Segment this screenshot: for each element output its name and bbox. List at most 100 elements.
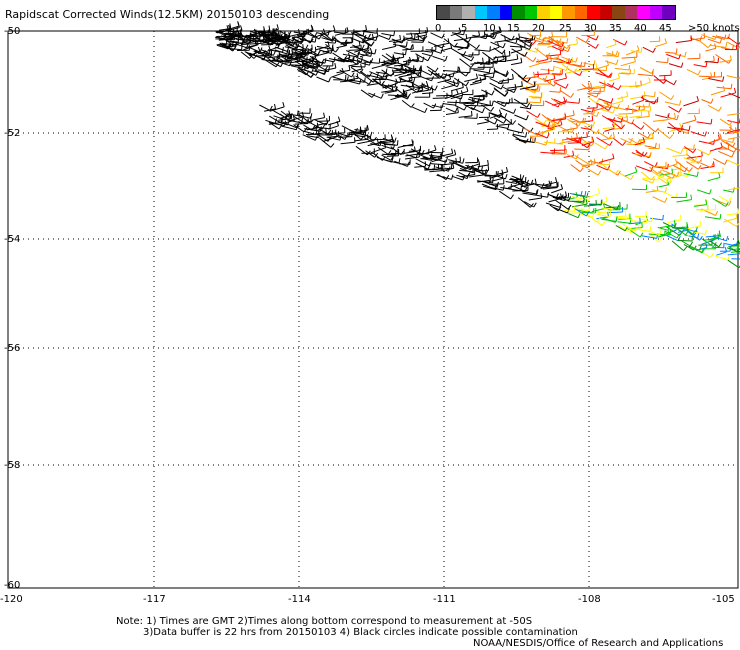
wind-barb (517, 197, 531, 208)
wind-barb-flag (427, 56, 431, 62)
wind-barb (429, 49, 442, 54)
legend-color-swatch (612, 6, 625, 19)
wind-barb-flag (718, 106, 722, 112)
wind-barb (274, 31, 285, 39)
wind-barb-flag (588, 205, 591, 211)
wind-barb (263, 36, 276, 43)
wind-barb (668, 63, 682, 68)
wind-barb-flag (351, 72, 355, 78)
wind-barb-flag (550, 56, 552, 62)
wind-barb-flag (690, 194, 693, 200)
wind-barb-flag (595, 98, 600, 104)
wind-barb (325, 133, 336, 135)
wind-barb (427, 41, 443, 49)
wind-barb-flag (730, 83, 733, 89)
wind-barb (620, 138, 631, 144)
wind-barb (512, 184, 526, 192)
wind-barb (704, 216, 721, 220)
lon-label: -105 (712, 594, 735, 605)
wind-barb-flag (334, 62, 337, 69)
wind-barb-flag (538, 86, 541, 92)
wind-barb-flag (664, 38, 667, 44)
wind-barb-flag (568, 196, 572, 202)
wind-barb (707, 177, 721, 182)
wind-barb (612, 100, 624, 105)
wind-barb (469, 174, 484, 178)
wind-barb (570, 164, 581, 173)
wind-barb (548, 73, 561, 76)
wind-barb (548, 197, 563, 203)
wind-barb (631, 122, 642, 130)
lat-label: -50 (4, 26, 21, 37)
wind-barb-flag (658, 169, 662, 175)
wind-barb-flag (521, 175, 525, 181)
wind-barb-flag (357, 51, 361, 57)
wind-barb-flag (529, 136, 532, 142)
wind-barb-flag (609, 140, 613, 146)
wind-barb-flag (732, 137, 735, 143)
wind-barb (279, 114, 291, 119)
wind-barb-flag (668, 180, 673, 185)
wind-barb-flag (724, 159, 728, 165)
wind-barb-flag (328, 77, 332, 83)
legend-label: 45 (659, 23, 672, 34)
wind-barb-flag (596, 217, 601, 223)
wind-barb (643, 94, 655, 98)
wind-barb (279, 30, 289, 37)
wind-barb (554, 66, 567, 71)
wind-barb (291, 57, 303, 60)
wind-barb (621, 72, 635, 75)
wind-barb (586, 213, 598, 223)
wind-barb-flag (488, 59, 491, 65)
wind-barb-flag (725, 235, 729, 241)
wind-barb (353, 31, 369, 39)
wind-barb-flag (360, 135, 365, 140)
wind-barb (431, 157, 447, 163)
wind-barb (350, 66, 361, 74)
wind-barb (368, 92, 382, 99)
wind-barb (223, 43, 239, 46)
wind-barb (566, 154, 577, 160)
wind-barb (644, 161, 656, 168)
wind-barb (663, 78, 675, 86)
wind-barb-flag (713, 55, 715, 62)
wind-barb (275, 36, 291, 43)
wind-barb-flag (738, 148, 740, 152)
wind-barb-flag (537, 113, 541, 118)
wind-barb (576, 36, 587, 43)
wind-barb (717, 138, 733, 143)
wind-barb-flag (720, 142, 723, 148)
legend-label: 0 (435, 23, 442, 34)
wind-barb (534, 73, 549, 76)
wind-barb-flag (510, 194, 514, 200)
wind-barb-flag (683, 246, 688, 251)
wind-barb (571, 200, 584, 204)
wind-barb (590, 160, 602, 165)
wind-barb (550, 97, 562, 106)
wind-barb (388, 39, 401, 42)
wind-barb (524, 128, 538, 136)
wind-barb-flag (501, 169, 504, 175)
wind-barb-flag (255, 29, 258, 35)
wind-barb-flag (268, 49, 271, 55)
wind-barb (709, 240, 720, 248)
wind-barb-flag (699, 220, 702, 226)
wind-barb (567, 142, 581, 144)
wind-barb (450, 94, 463, 100)
wind-barb (511, 180, 526, 183)
wind-barb (617, 221, 631, 224)
wind-barb (507, 85, 523, 89)
wind-barb (393, 52, 406, 56)
wind-barb (553, 77, 567, 82)
legend-color-swatch (549, 6, 562, 19)
wind-barb-flag (376, 72, 379, 78)
wind-barb (322, 136, 338, 142)
wind-barb-flag (314, 135, 318, 141)
wind-barb (598, 157, 615, 163)
wind-barb-flag (564, 73, 567, 79)
wind-barb-flag (586, 143, 591, 148)
wind-barb-flag (652, 70, 654, 76)
wind-barb-flag (300, 39, 305, 45)
wind-barb (712, 35, 725, 40)
wind-barb-flag (537, 58, 540, 65)
